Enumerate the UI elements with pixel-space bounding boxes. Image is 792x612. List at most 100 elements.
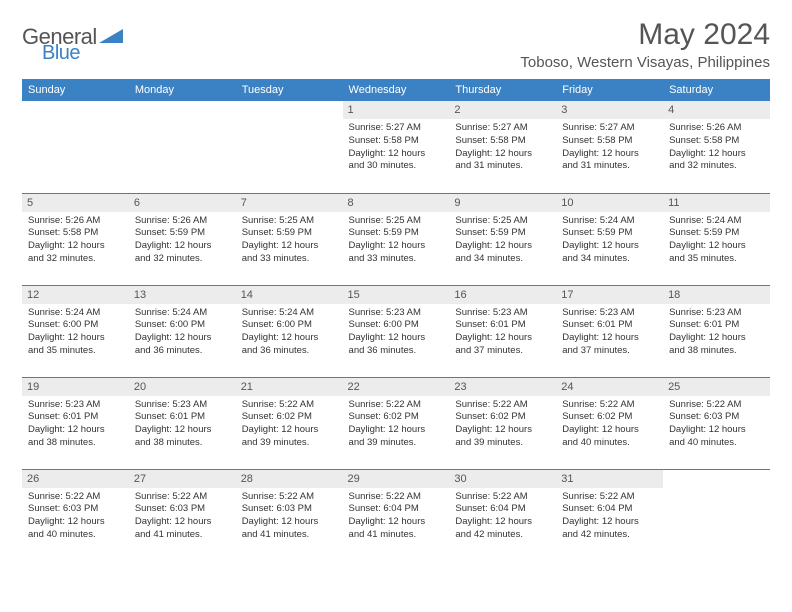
- day-number: 17: [556, 286, 663, 304]
- calendar-cell: 31 Sunrise: 5:22 AMSunset: 6:04 PMDayligh…: [556, 469, 663, 561]
- day-info: Sunrise: 5:27 AMSunset: 5:58 PMDaylight:…: [562, 122, 657, 173]
- day-number: 9: [449, 194, 556, 212]
- day-number: 10: [556, 194, 663, 212]
- calendar-cell: 3 Sunrise: 5:27 AMSunset: 5:58 PMDaylight…: [556, 101, 663, 193]
- calendar-cell: 13 Sunrise: 5:24 AMSunset: 6:00 PMDayligh…: [129, 285, 236, 377]
- day-number-empty: [663, 470, 770, 488]
- day-number: 31: [556, 470, 663, 488]
- day-info: Sunrise: 5:25 AMSunset: 5:59 PMDaylight:…: [455, 215, 550, 266]
- calendar-row: 26 Sunrise: 5:22 AMSunset: 6:03 PMDayligh…: [22, 469, 770, 561]
- calendar-table: SundayMondayTuesdayWednesdayThursdayFrid…: [22, 79, 770, 561]
- day-info: Sunrise: 5:26 AMSunset: 5:59 PMDaylight:…: [135, 215, 230, 266]
- calendar-cell: 1Sunrise: 5:27 AMSunset: 5:58 PMDaylight…: [343, 101, 450, 193]
- day-number: 8: [343, 194, 450, 212]
- calendar-cell: [663, 469, 770, 561]
- day-number: 13: [129, 286, 236, 304]
- day-info: Sunrise: 5:25 AMSunset: 5:59 PMDaylight:…: [349, 215, 444, 266]
- day-info: Sunrise: 5:22 AMSunset: 6:04 PMDaylight:…: [455, 491, 550, 542]
- calendar-cell: 17Sunrise: 5:23 AMSunset: 6:01 PMDayligh…: [556, 285, 663, 377]
- day-number: 1: [343, 101, 450, 119]
- day-number: 5: [22, 194, 129, 212]
- day-number: 18: [663, 286, 770, 304]
- day-info: Sunrise: 5:24 AMSunset: 6:00 PMDaylight:…: [28, 307, 123, 358]
- calendar-cell: 2Sunrise: 5:27 AMSunset: 5:58 PMDaylight…: [449, 101, 556, 193]
- weekday-header: Thursday: [449, 79, 556, 101]
- day-info: Sunrise: 5:22 AMSunset: 6:02 PMDaylight:…: [242, 399, 337, 450]
- day-number: 12: [22, 286, 129, 304]
- calendar-cell: 28 Sunrise: 5:22 AMSunset: 6:03 PMDayligh…: [236, 469, 343, 561]
- header: General May 2024 Toboso, Western Visayas…: [22, 18, 770, 71]
- calendar-cell: [129, 101, 236, 193]
- day-info: Sunrise: 5:22 AMSunset: 6:04 PMDaylight:…: [349, 491, 444, 542]
- calendar-cell: 22 Sunrise: 5:22 AMSunset: 6:02 PMDayligh…: [343, 377, 450, 469]
- day-number-empty: [236, 101, 343, 119]
- day-number: 19: [22, 378, 129, 396]
- day-number: 22: [343, 378, 450, 396]
- brand-part2: Blue: [42, 42, 80, 64]
- day-number: 11: [663, 194, 770, 212]
- day-number: 24: [556, 378, 663, 396]
- day-info: Sunrise: 5:24 AMSunset: 5:59 PMDaylight:…: [562, 215, 657, 266]
- weekday-header: Wednesday: [343, 79, 450, 101]
- calendar-cell: 9 Sunrise: 5:25 AMSunset: 5:59 PMDaylight…: [449, 193, 556, 285]
- calendar-cell: 24 Sunrise: 5:22 AMSunset: 6:02 PMDayligh…: [556, 377, 663, 469]
- day-info: Sunrise: 5:22 AMSunset: 6:03 PMDaylight:…: [242, 491, 337, 542]
- calendar-cell: 23Sunrise: 5:22 AMSunset: 6:02 PMDayligh…: [449, 377, 556, 469]
- day-info: Sunrise: 5:22 AMSunset: 6:02 PMDaylight:…: [455, 399, 550, 450]
- calendar-cell: 7Sunrise: 5:25 AMSunset: 5:59 PMDaylight…: [236, 193, 343, 285]
- day-info: Sunrise: 5:23 AMSunset: 6:01 PMDaylight:…: [669, 307, 764, 358]
- calendar-cell: 16 Sunrise: 5:23 AMSunset: 6:01 PMDayligh…: [449, 285, 556, 377]
- day-number-empty: [22, 101, 129, 119]
- location: Toboso, Western Visayas, Philippines: [520, 54, 770, 71]
- weekday-header: Sunday: [22, 79, 129, 101]
- calendar-cell: [22, 101, 129, 193]
- day-number: 28: [236, 470, 343, 488]
- day-info: Sunrise: 5:24 AMSunset: 6:00 PMDaylight:…: [135, 307, 230, 358]
- calendar-row: 5Sunrise: 5:26 AMSunset: 5:58 PMDaylight…: [22, 193, 770, 285]
- day-number-empty: [129, 101, 236, 119]
- day-info: Sunrise: 5:22 AMSunset: 6:04 PMDaylight:…: [562, 491, 657, 542]
- day-info: Sunrise: 5:24 AMSunset: 5:59 PMDaylight:…: [669, 215, 764, 266]
- weekday-header: Friday: [556, 79, 663, 101]
- day-info: Sunrise: 5:22 AMSunset: 6:03 PMDaylight:…: [28, 491, 123, 542]
- day-number: 2: [449, 101, 556, 119]
- calendar-row: 1 Sunrise: 5:27 AMSunset: 5:58 PMDaylight…: [22, 101, 770, 193]
- calendar-cell: 10 Sunrise: 5:24 AMSunset: 5:59 PMDayligh…: [556, 193, 663, 285]
- brand-sub: Blue: [42, 42, 80, 65]
- calendar-cell: 26 Sunrise: 5:22 AMSunset: 6:03 PMDayligh…: [22, 469, 129, 561]
- day-info: Sunrise: 5:23 AMSunset: 6:01 PMDaylight:…: [455, 307, 550, 358]
- calendar-cell: 21 Sunrise: 5:22 AMSunset: 6:02 PMDayligh…: [236, 377, 343, 469]
- day-info: Sunrise: 5:22 AMSunset: 6:02 PMDaylight:…: [349, 399, 444, 450]
- calendar-cell: 4Sunrise: 5:26 AMSunset: 5:58 PMDaylight…: [663, 101, 770, 193]
- day-number: 15: [343, 286, 450, 304]
- month-title: May 2024: [520, 18, 770, 52]
- calendar-cell: 29Sunrise: 5:22 AMSunset: 6:04 PMDayligh…: [343, 469, 450, 561]
- day-number: 25: [663, 378, 770, 396]
- calendar-cell: 6 Sunrise: 5:26 AMSunset: 5:59 PMDaylight…: [129, 193, 236, 285]
- calendar-row: 12 Sunrise: 5:24 AMSunset: 6:00 PMDayligh…: [22, 285, 770, 377]
- calendar-cell: 27Sunrise: 5:22 AMSunset: 6:03 PMDayligh…: [129, 469, 236, 561]
- day-number: 26: [22, 470, 129, 488]
- day-number: 16: [449, 286, 556, 304]
- title-block: May 2024 Toboso, Western Visayas, Philip…: [520, 18, 770, 71]
- day-info: Sunrise: 5:25 AMSunset: 5:59 PMDaylight:…: [242, 215, 337, 266]
- day-info: Sunrise: 5:23 AMSunset: 6:01 PMDaylight:…: [135, 399, 230, 450]
- day-number: 20: [129, 378, 236, 396]
- day-number: 6: [129, 194, 236, 212]
- day-number: 21: [236, 378, 343, 396]
- calendar-cell: 11 Sunrise: 5:24 AMSunset: 5:59 PMDayligh…: [663, 193, 770, 285]
- day-info: Sunrise: 5:26 AMSunset: 5:58 PMDaylight:…: [669, 122, 764, 173]
- calendar-cell: 12 Sunrise: 5:24 AMSunset: 6:00 PMDayligh…: [22, 285, 129, 377]
- calendar-cell: 20 Sunrise: 5:23 AMSunset: 6:01 PMDayligh…: [129, 377, 236, 469]
- day-info: Sunrise: 5:22 AMSunset: 6:03 PMDaylight:…: [669, 399, 764, 450]
- calendar-cell: 25 Sunrise: 5:22 AMSunset: 6:03 PMDayligh…: [663, 377, 770, 469]
- calendar-cell: 19Sunrise: 5:23 AMSunset: 6:01 PMDayligh…: [22, 377, 129, 469]
- day-info: Sunrise: 5:23 AMSunset: 6:00 PMDaylight:…: [349, 307, 444, 358]
- day-number: 3: [556, 101, 663, 119]
- calendar-cell: 14Sunrise: 5:24 AMSunset: 6:00 PMDayligh…: [236, 285, 343, 377]
- calendar-cell: 8 Sunrise: 5:25 AMSunset: 5:59 PMDaylight…: [343, 193, 450, 285]
- day-info: Sunrise: 5:22 AMSunset: 6:02 PMDaylight:…: [562, 399, 657, 450]
- weekday-header: Saturday: [663, 79, 770, 101]
- day-info: Sunrise: 5:24 AMSunset: 6:00 PMDaylight:…: [242, 307, 337, 358]
- calendar-cell: [236, 101, 343, 193]
